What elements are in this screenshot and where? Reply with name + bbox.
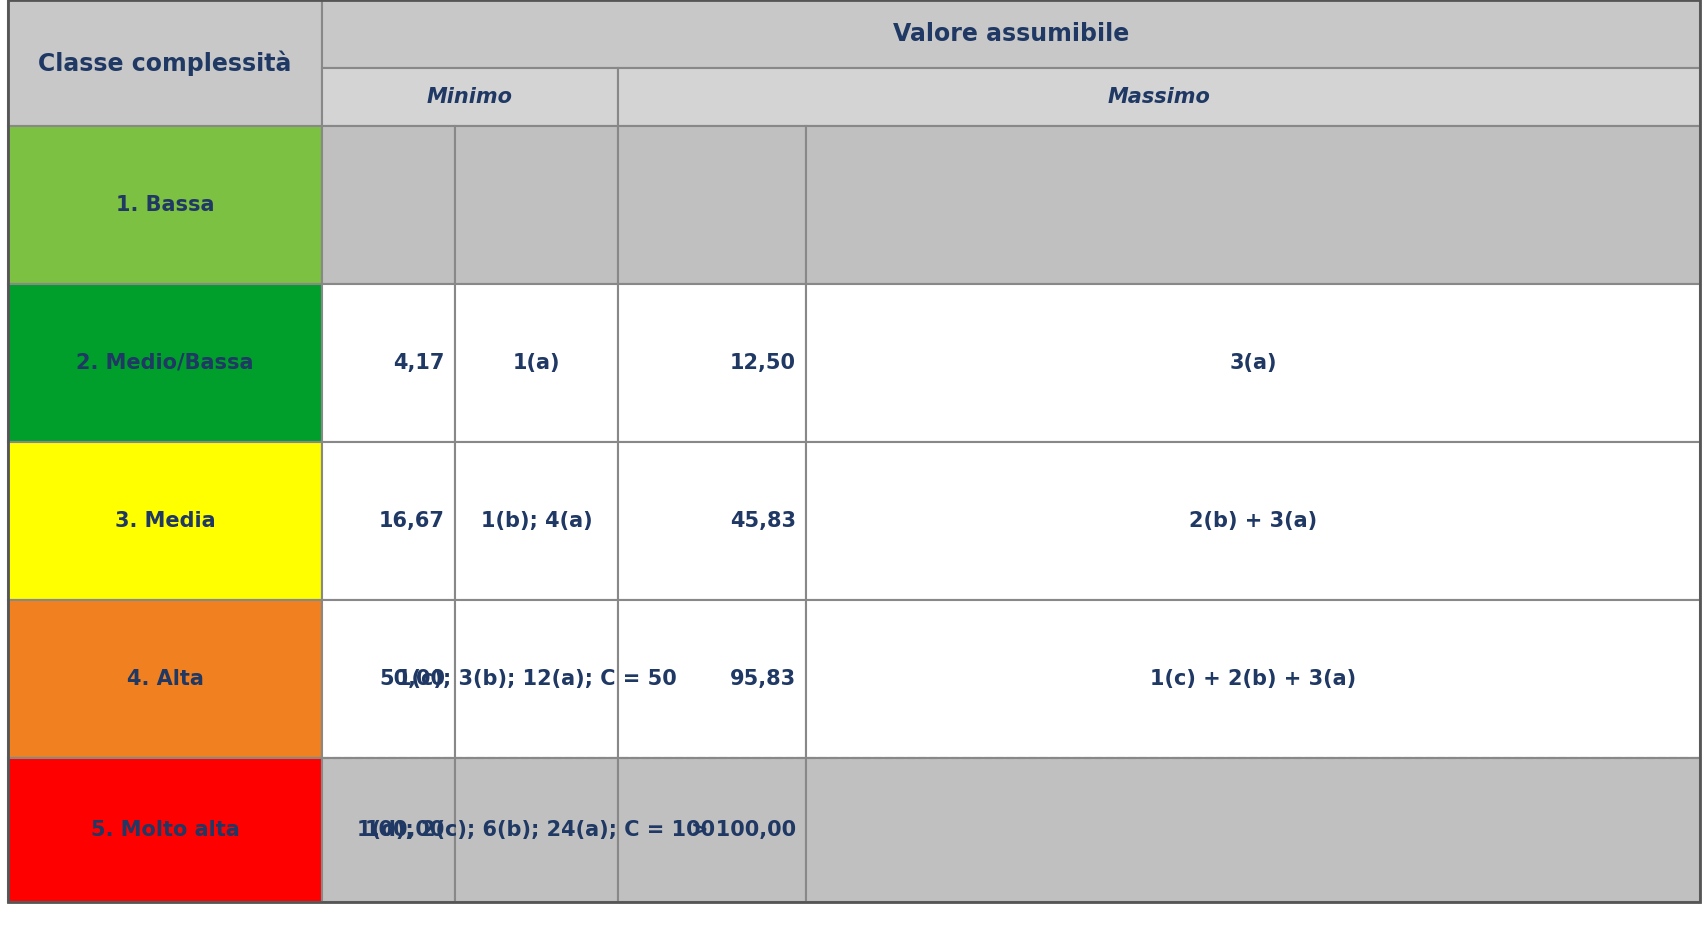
Bar bbox=[9, 0, 323, 126]
Bar bbox=[323, 600, 454, 758]
Text: 12,50: 12,50 bbox=[729, 353, 795, 373]
Text: 1(b); 4(a): 1(b); 4(a) bbox=[480, 511, 592, 531]
Text: Valore assumibile: Valore assumibile bbox=[893, 22, 1128, 46]
Bar bbox=[9, 758, 323, 902]
Text: 2. Medio/Bassa: 2. Medio/Bassa bbox=[77, 353, 254, 373]
Text: 100,00: 100,00 bbox=[364, 820, 446, 840]
Bar bbox=[806, 600, 1698, 758]
Bar bbox=[9, 126, 323, 284]
Text: Minimo: Minimo bbox=[427, 87, 512, 107]
Text: 2(b) + 3(a): 2(b) + 3(a) bbox=[1188, 511, 1316, 531]
Bar bbox=[618, 758, 806, 902]
Bar bbox=[323, 68, 618, 126]
Bar bbox=[9, 600, 323, 758]
Bar bbox=[454, 442, 618, 600]
Text: 3(a): 3(a) bbox=[1229, 353, 1277, 373]
Bar bbox=[454, 126, 618, 284]
Text: 45,83: 45,83 bbox=[729, 511, 795, 531]
Text: > 100,00: > 100,00 bbox=[690, 820, 795, 840]
Bar bbox=[806, 284, 1698, 442]
Text: 95,83: 95,83 bbox=[729, 669, 795, 689]
Bar bbox=[9, 442, 323, 600]
Text: Massimo: Massimo bbox=[1106, 87, 1210, 107]
Bar bbox=[618, 284, 806, 442]
Bar bbox=[454, 600, 618, 758]
Bar bbox=[454, 284, 618, 442]
Text: 4. Alta: 4. Alta bbox=[126, 669, 203, 689]
Text: 4,17: 4,17 bbox=[393, 353, 446, 373]
Text: 1(a): 1(a) bbox=[512, 353, 560, 373]
Bar bbox=[806, 126, 1698, 284]
Bar bbox=[323, 0, 1698, 68]
Bar bbox=[618, 442, 806, 600]
Text: 1(d); 2(c); 6(b); 24(a); C = 100: 1(d); 2(c); 6(b); 24(a); C = 100 bbox=[357, 820, 715, 840]
Bar bbox=[618, 600, 806, 758]
Text: 1. Bassa: 1. Bassa bbox=[116, 195, 213, 215]
Text: 50,00: 50,00 bbox=[379, 669, 446, 689]
Bar bbox=[806, 758, 1698, 902]
Bar bbox=[9, 284, 323, 442]
Text: 3. Media: 3. Media bbox=[114, 511, 215, 531]
Text: 16,67: 16,67 bbox=[379, 511, 446, 531]
Bar bbox=[618, 68, 1698, 126]
Bar bbox=[323, 284, 454, 442]
Text: 1(c) + 2(b) + 3(a): 1(c) + 2(b) + 3(a) bbox=[1149, 669, 1355, 689]
Text: 1(c); 3(b); 12(a); C = 50: 1(c); 3(b); 12(a); C = 50 bbox=[396, 669, 676, 689]
Text: 5. Molto alta: 5. Molto alta bbox=[90, 820, 239, 840]
Bar bbox=[323, 442, 454, 600]
Bar bbox=[806, 442, 1698, 600]
Text: Classe complessità: Classe complessità bbox=[38, 50, 292, 75]
Bar bbox=[323, 758, 454, 902]
Bar bbox=[323, 126, 454, 284]
Bar bbox=[618, 126, 806, 284]
Bar bbox=[454, 758, 618, 902]
